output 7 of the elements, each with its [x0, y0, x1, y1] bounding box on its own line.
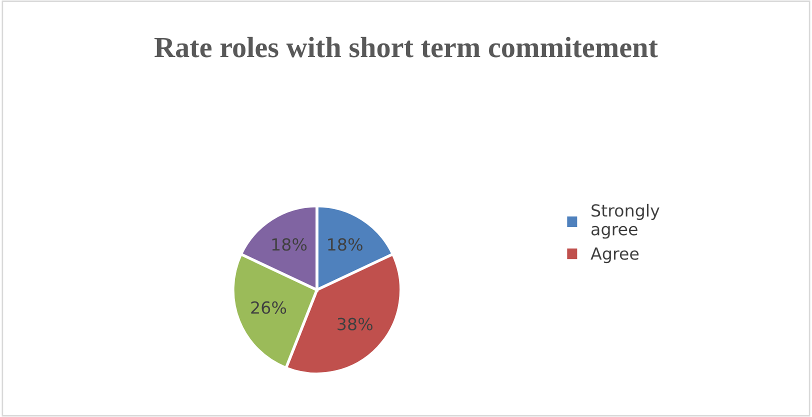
legend-label: Strongly agree [591, 204, 660, 239]
data-label: 18% [328, 238, 362, 251]
data-label: 18% [272, 238, 307, 251]
data-label: 38% [338, 318, 372, 330]
legend-label: Agree [590, 248, 639, 264]
chart-title: Rate roles with short term commitement [154, 36, 658, 58]
data-label: 26% [251, 301, 286, 314]
